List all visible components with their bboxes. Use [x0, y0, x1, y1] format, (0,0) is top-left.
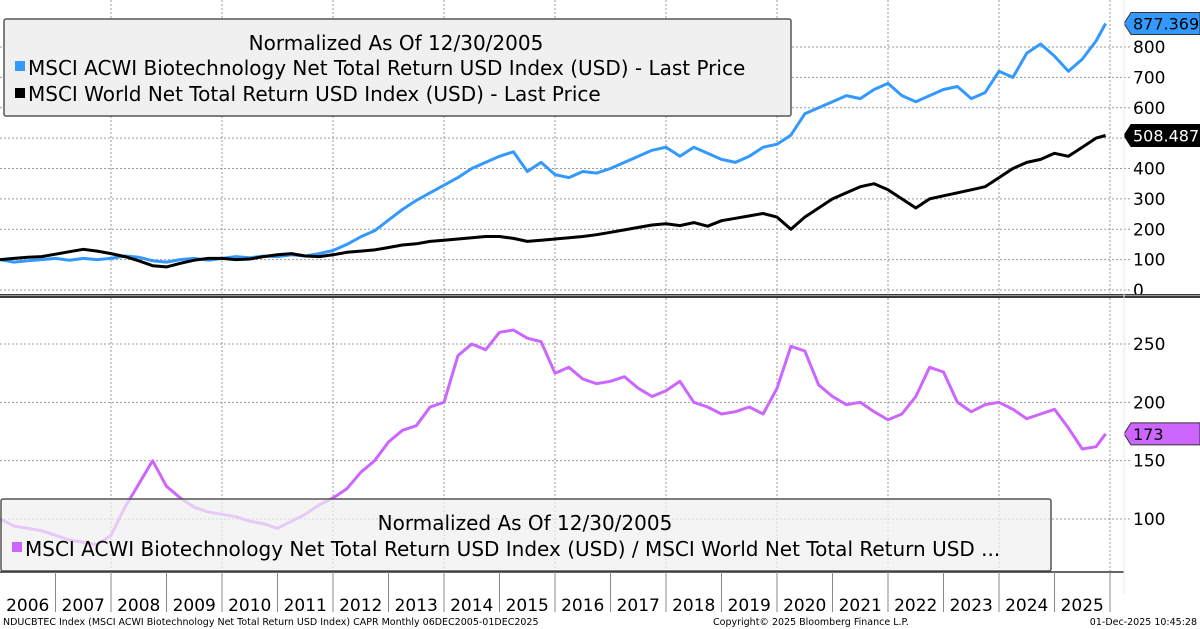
last-value-badge-ratio [1123, 422, 1200, 446]
last-value-label-biotech: 877.369 [1133, 14, 1199, 33]
last-value-badge-biotech [1123, 11, 1200, 35]
series-line-biotech [0, 22, 1107, 264]
x-tick-label: 2025 [1061, 596, 1104, 616]
x-tick-label: 2010 [228, 596, 271, 616]
top-y-tick-label: 700 [1133, 68, 1165, 88]
bottom-y-tick-label: 250 [1133, 335, 1165, 355]
panel-separator-highlight [0, 295, 1200, 296]
footer-source: NDUCBTEC Index (MSCI ACWI Biotechnology … [3, 617, 539, 628]
x-tick-label: 2017 [617, 596, 660, 616]
last-value-badge-world [1123, 124, 1200, 148]
footer: NDUCBTEC Index (MSCI ACWI Biotechnology … [3, 617, 1197, 628]
x-tick-label: 2013 [395, 596, 438, 616]
x-tick-label: 2016 [561, 596, 604, 616]
bottom-y-tick-label: 150 [1133, 452, 1165, 472]
legend-label-ratio: MSCI ACWI Biotechnology Net Total Return… [25, 537, 1000, 561]
x-tick-label: 2007 [62, 596, 105, 616]
top-y-tick-label: 400 [1133, 160, 1165, 180]
top-y-axis: 0100200300400500600700800 [1133, 38, 1165, 301]
top-y-tick-label: 0 [1133, 281, 1144, 301]
x-tick-label: 2020 [783, 596, 826, 616]
legend-swatch-biotech [15, 61, 25, 71]
x-tick-label: 2022 [894, 596, 937, 616]
bottom-y-tick-label: 200 [1133, 393, 1165, 413]
bottom-legend-box [0, 498, 1052, 572]
x-tick-label: 2009 [173, 596, 216, 616]
bottom-legend-header: Normalized As Of 12/30/2005 [378, 511, 673, 535]
series-line-world [0, 134, 1106, 269]
bottom-y-axis: 100 150 200 250 [1133, 335, 1165, 530]
top-panel: 0100200300400500600700800 877.369508.487… [0, 0, 1200, 301]
x-tick-label: 2021 [839, 596, 882, 616]
x-tick-label: 2018 [672, 596, 715, 616]
x-tick-label: 2008 [117, 596, 160, 616]
x-tick-label: 2011 [284, 596, 327, 616]
legend-swatch-ratio [12, 542, 22, 552]
x-tick-label: 2024 [1005, 596, 1048, 616]
x-tick-label: 2019 [728, 596, 771, 616]
footer-timestamp: 01-Dec-2025 10:45:28 [1090, 617, 1197, 628]
top-y-tick-label: 300 [1133, 190, 1165, 210]
last-value-label-world: 508.487 [1133, 127, 1199, 146]
top-y-tick-label: 800 [1133, 38, 1165, 58]
x-axis-year-ticks: 2006 2007 2008 2009 2010 2011 2012 2013 2014 2015… [6, 572, 1111, 616]
top-y-tick-label: 200 [1133, 220, 1165, 240]
x-tick-label: 2006 [6, 596, 49, 616]
legend-label-world: MSCI World Net Total Return USD Index (U… [28, 82, 601, 106]
bottom-last-value-badges: 173 [1123, 422, 1200, 446]
footer-copyright: Copyright© 2025 Bloomberg Finance L.P. [713, 617, 909, 628]
bottom-legend: Normalized As Of 12/30/2005 MSCI ACWI Bi… [0, 498, 1052, 572]
x-tick-label: 2014 [450, 596, 493, 616]
top-legend-header: Normalized As Of 12/30/2005 [249, 31, 544, 55]
last-value-label-ratio: 173 [1133, 425, 1164, 444]
x-tick-label: 2023 [950, 596, 993, 616]
top-legend-box [3, 18, 792, 117]
legend-label-biotech: MSCI ACWI Biotechnology Net Total Return… [28, 56, 745, 80]
legend-swatch-world [15, 88, 25, 98]
top-y-tick-label: 600 [1133, 99, 1165, 119]
top-last-value-badges: 877.369 508.487 [1123, 11, 1200, 148]
top-legend: Normalized As Of 12/30/2005 MSCI ACWI Bi… [3, 18, 792, 117]
bottom-y-tick-label: 100 [1133, 510, 1165, 530]
top-y-tick-label: 100 [1133, 251, 1165, 271]
x-tick-label: 2015 [506, 596, 549, 616]
x-tick-label: 2012 [339, 596, 382, 616]
top-series-lines [0, 22, 1107, 269]
bottom-panel: 100 150 200 250 173 Normalized As Of 12/30/… [0, 298, 1200, 572]
x-axis: 2006 2007 2008 2009 2010 2011 2012 2013 2014 2015… [0, 571, 1124, 616]
